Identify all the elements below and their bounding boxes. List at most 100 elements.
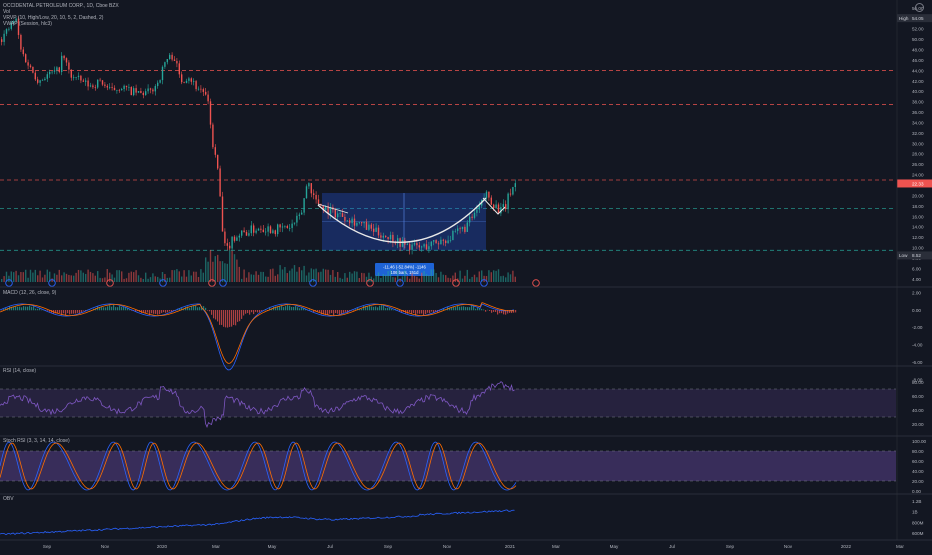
volume-bar — [423, 271, 424, 282]
candle-body — [301, 213, 302, 215]
macd-tick-label: -2.00 — [912, 325, 923, 330]
volume-bar — [63, 272, 64, 282]
price-tick-label: 42.00 — [912, 79, 924, 84]
macd-histogram-bar — [59, 310, 60, 313]
candle-body — [428, 246, 429, 249]
volume-bar — [378, 272, 379, 282]
macd-histogram-bar — [297, 307, 298, 310]
volume-bar — [188, 270, 189, 282]
candle-body — [488, 192, 489, 198]
volume-bar — [491, 272, 492, 282]
volume-bar — [191, 275, 192, 282]
macd-histogram-bar — [377, 307, 378, 310]
candle-body — [203, 89, 204, 92]
macd-histogram-bar — [233, 310, 234, 325]
volume-bar — [133, 272, 134, 282]
price-tick-label: 24.00 — [912, 173, 924, 178]
volume-bar — [339, 278, 340, 282]
candle-body — [306, 186, 307, 198]
volume-bar — [277, 274, 278, 282]
volume-bar — [207, 262, 208, 282]
candle-body — [198, 89, 199, 90]
macd-histogram-bar — [217, 310, 218, 321]
candle-body — [366, 222, 367, 230]
macd-histogram-bar — [327, 310, 328, 315]
macd-histogram-bar — [229, 310, 230, 327]
candle-body — [255, 231, 256, 233]
macd-histogram-bar — [407, 310, 408, 314]
macd-histogram-bar — [481, 309, 482, 310]
macd-histogram-bar — [205, 308, 206, 310]
macd-histogram-bar — [21, 307, 22, 310]
volume-bar — [275, 276, 276, 282]
macd-histogram-bar — [209, 310, 210, 311]
volume-bar — [356, 272, 357, 282]
macd-histogram-bar — [247, 310, 248, 313]
macd-histogram-bar — [163, 310, 164, 312]
macd-histogram-bar — [363, 306, 364, 310]
candle-body — [258, 229, 259, 231]
candle-body — [119, 90, 120, 91]
candle-body — [469, 217, 470, 223]
candle-body — [431, 242, 432, 247]
candle-body — [92, 85, 93, 87]
candle-body — [99, 80, 100, 81]
macd-histogram-bar — [465, 307, 466, 310]
candle-body — [188, 78, 189, 80]
volume-bar — [212, 262, 213, 282]
volume-bar — [217, 255, 218, 282]
rsi-tick-label: 60.00 — [912, 394, 924, 399]
macd-histogram-bar — [47, 310, 48, 311]
macd-histogram-bar — [299, 308, 300, 310]
volume-bar — [20, 272, 21, 282]
macd-histogram-bar — [67, 310, 68, 313]
volume-bar — [85, 274, 86, 282]
candle-body — [315, 195, 316, 199]
candle-body — [222, 196, 223, 231]
candle-body — [248, 233, 249, 235]
macd-tick-label: -6.00 — [912, 360, 923, 365]
volume-bar — [1, 279, 2, 282]
vwap-legend[interactable]: VWAP (Session, hlc3) — [3, 21, 52, 27]
volume-bar — [176, 269, 177, 282]
volume-bar — [272, 269, 273, 282]
macd-histogram-bar — [475, 309, 476, 311]
macd-legend[interactable]: MACD (12, 26, close, 9) — [3, 290, 56, 296]
macd-histogram-bar — [231, 310, 232, 327]
candle-body — [459, 228, 460, 229]
obv-tick-label: 800M — [912, 520, 924, 525]
macd-histogram-bar — [485, 310, 486, 312]
candle-body — [155, 86, 156, 91]
volume-bar — [426, 274, 427, 282]
symbol-title[interactable]: OCCIDENTAL PETROLEUM CORP., 1D, Cboe BZX — [3, 3, 119, 9]
candle-body — [140, 91, 141, 93]
volume-bar — [222, 261, 223, 282]
volume-bar — [387, 271, 388, 282]
stoch-rsi-legend[interactable]: Stoch RSI (3, 3, 14, 14, close) — [3, 438, 70, 444]
candle-body — [363, 222, 364, 223]
macd-histogram-bar — [255, 310, 256, 312]
candle-body — [49, 72, 50, 74]
volume-bar — [380, 278, 381, 282]
price-tick-label: 36.00 — [912, 110, 924, 115]
macd-histogram-bar — [391, 309, 392, 310]
price-tick-label: 52.00 — [912, 27, 924, 32]
macd-histogram-bar — [235, 310, 236, 325]
obv-legend[interactable]: OBV — [3, 496, 14, 502]
rsi-legend[interactable]: RSI (14, close) — [3, 368, 36, 374]
volume-bar — [68, 275, 69, 282]
volume-bar — [8, 276, 9, 282]
candle-body — [234, 237, 235, 241]
range-label-line1: -11.46 (-52.84%) -1146 — [383, 265, 426, 270]
candle-body — [71, 70, 72, 78]
time-tick-label: Sep — [384, 544, 393, 549]
low-label: Low — [899, 253, 908, 258]
candle-body — [263, 230, 264, 232]
alert-icon[interactable] — [915, 3, 924, 12]
candle-body — [152, 90, 153, 92]
volume-bar — [150, 277, 151, 282]
volume-bar — [116, 270, 117, 282]
time-tick-label: Nov — [101, 544, 110, 549]
candle-body — [102, 80, 103, 84]
